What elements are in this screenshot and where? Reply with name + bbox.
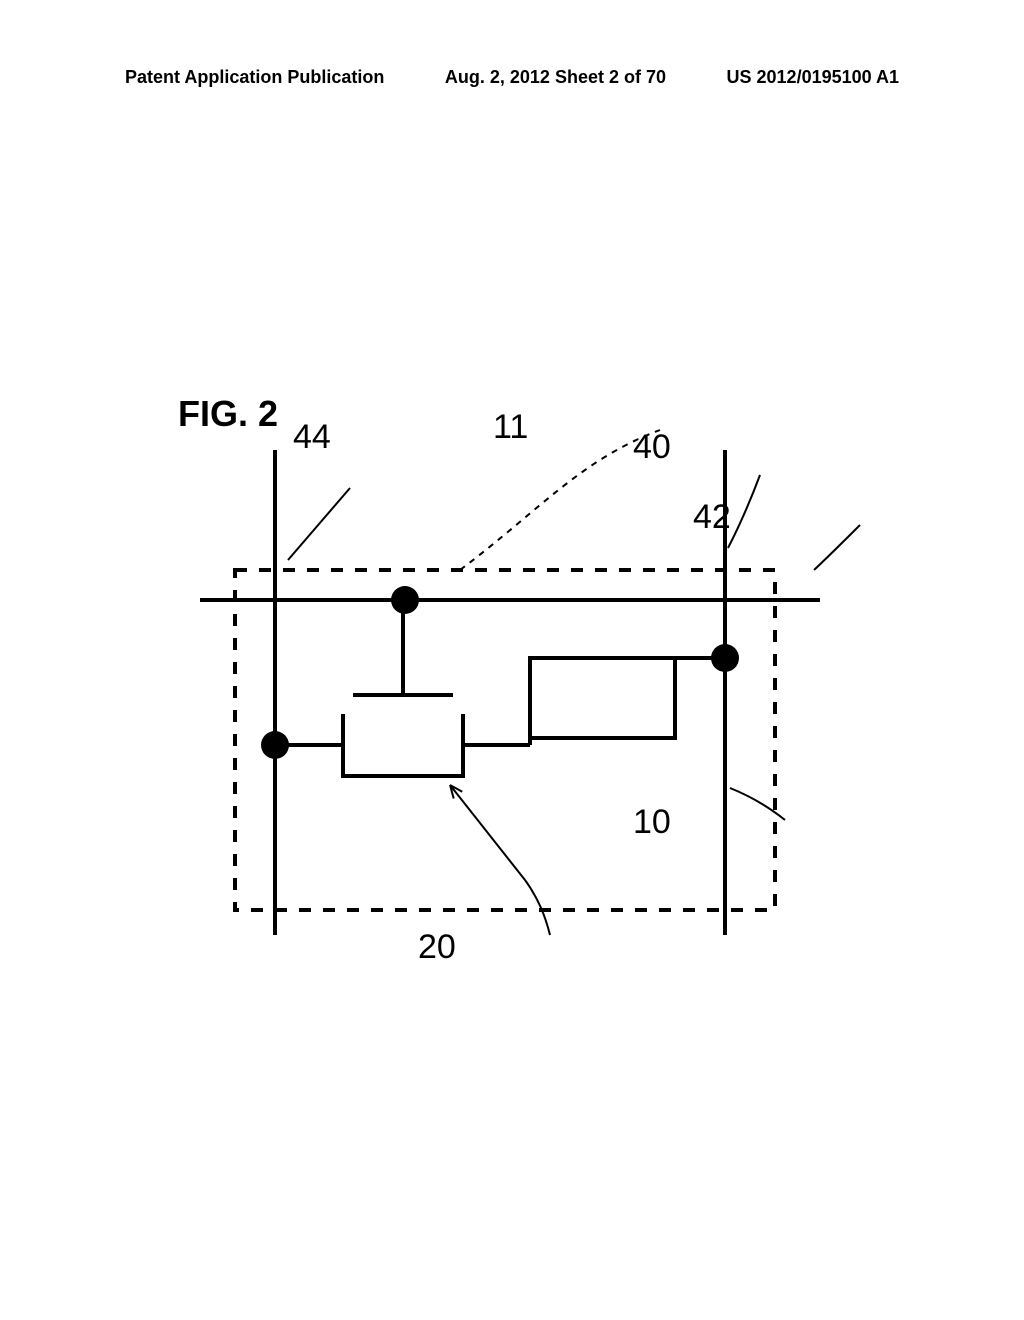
ref-label-20: 20	[418, 928, 456, 967]
ref-label-10: 10	[633, 803, 671, 842]
ref-label-42: 42	[693, 498, 731, 537]
page-header: Patent Application Publication Aug. 2, 2…	[0, 67, 1024, 88]
header-right: US 2012/0195100 A1	[727, 67, 899, 88]
circuit-diagram	[180, 400, 880, 950]
ref-label-44: 44	[293, 418, 331, 457]
ref-label-11: 11	[493, 408, 528, 447]
header-left: Patent Application Publication	[125, 67, 384, 88]
ref-label-40: 40	[633, 428, 671, 467]
diagram-svg	[180, 400, 880, 950]
header-center: Aug. 2, 2012 Sheet 2 of 70	[445, 67, 666, 88]
